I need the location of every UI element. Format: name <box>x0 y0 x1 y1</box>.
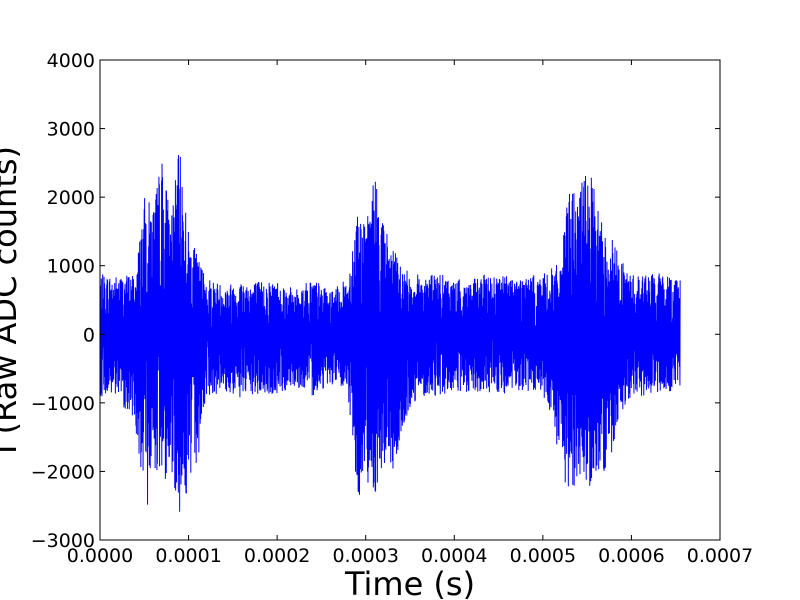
x-tick-label: 0.0007 <box>687 545 753 567</box>
y-tick-label: 0 <box>83 324 95 346</box>
y-tick-label: −2000 <box>31 461 95 483</box>
x-tick-label: 0.0001 <box>155 545 221 567</box>
y-tick-label: 1000 <box>47 256 95 278</box>
x-axis: 0.0000 0.0001 0.0002 0.0003 0.0004 0.0005 0.00… <box>67 60 753 567</box>
series-layer <box>100 155 681 512</box>
y-axis: −3000 −2000 −1000 0 1000 2000 3000 4000 <box>31 50 720 552</box>
x-tick-label: 0.0000 <box>67 545 133 567</box>
y-axis-title: I (Raw ADC counts) <box>0 146 24 454</box>
x-tick-label: 0.0005 <box>510 545 576 567</box>
plot-area <box>100 155 681 512</box>
x-tick-label: 0.0004 <box>421 545 487 567</box>
y-tick-label: 3000 <box>47 119 95 141</box>
y-tick-label: 4000 <box>47 50 95 72</box>
x-tick-label: 0.0002 <box>244 545 310 567</box>
plot-frame <box>99 59 721 541</box>
y-tick-label: −1000 <box>31 393 95 415</box>
y-tick-label: −3000 <box>31 530 95 552</box>
x-tick-label: 0.0006 <box>598 545 664 567</box>
signal-series-line <box>100 155 681 512</box>
x-tick-label: 0.0003 <box>332 545 398 567</box>
x-axis-title: Time (s) <box>344 565 475 600</box>
y-tick-label: 2000 <box>47 187 95 209</box>
